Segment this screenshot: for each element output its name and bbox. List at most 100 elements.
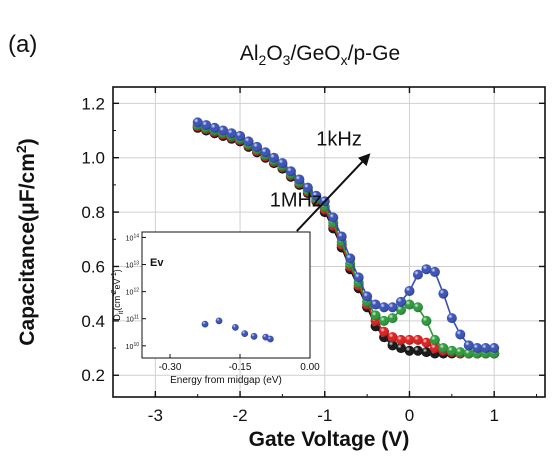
inset-x-tick-label: 0.00: [300, 362, 320, 373]
data-point-shine: [362, 291, 373, 302]
data-point-shine: [412, 302, 423, 313]
data-point-shine: [412, 334, 423, 345]
data-point-shine: [379, 326, 390, 337]
inset-x-tick-label: -0.15: [229, 362, 252, 373]
data-point-shine: [252, 141, 262, 152]
data-point-shine: [404, 285, 415, 296]
data-point-shine: [192, 117, 203, 128]
inset-background: [141, 231, 311, 359]
x-tick-label: 1: [489, 406, 498, 425]
data-point-shine: [412, 345, 423, 356]
data-point-shine: [421, 347, 432, 358]
data-point-shine: [268, 152, 279, 163]
data-point-shine: [438, 343, 449, 354]
data-point-shine: [336, 231, 347, 242]
data-point-shine: [353, 272, 364, 283]
data-point-shine: [345, 253, 356, 264]
data-point-shine: [235, 130, 246, 141]
data-point-shine: [472, 343, 483, 354]
data-point-shine: [446, 313, 457, 324]
x-tick-label: -3: [148, 406, 163, 425]
panel-label: (a): [8, 31, 37, 58]
data-point-shine: [463, 340, 474, 351]
y-tick-label: 0.4: [81, 312, 105, 331]
y-tick-label: 1.0: [81, 149, 105, 168]
data-point-shine: [421, 315, 432, 326]
data-point-shine: [302, 182, 313, 193]
data-point-shine: [429, 266, 440, 277]
data-point-shine: [370, 299, 381, 310]
series-group: [192, 117, 500, 359]
data-point-shine: [404, 334, 415, 345]
data-point-shine: [260, 147, 271, 158]
data-point-shine: [421, 337, 432, 348]
chart-title: Al2O3/GeOx/p-Ge: [240, 42, 400, 68]
inset-x-tick-label: -0.30: [159, 362, 182, 373]
data-point-shine: [218, 125, 229, 136]
data-point-shine: [226, 128, 237, 139]
data-point-shine: [379, 302, 390, 313]
data-point-shine: [421, 264, 432, 275]
y-tick-label: 1.2: [81, 94, 105, 113]
data-point-shine: [209, 122, 220, 133]
y-axis-label: Capacitance(μF/cm2): [13, 138, 39, 345]
inset-y-axis-label: Dit(cm-2eV-1): [111, 269, 125, 320]
data-point-shine: [396, 334, 406, 345]
data-point-shine: [387, 340, 398, 351]
inset-y-tick-label: 1010: [126, 342, 140, 351]
data-point-shine: [455, 347, 466, 358]
data-point-shine: [446, 345, 457, 356]
data-point-shine: [429, 334, 440, 345]
data-point-shine: [311, 190, 322, 201]
data-point-shine: [379, 315, 390, 326]
data-point-shine: [412, 269, 423, 280]
inset-y-tick-label: 1013: [126, 261, 140, 270]
data-point-shine: [489, 343, 500, 354]
data-point-shine: [294, 174, 305, 185]
x-tick-label: -2: [232, 406, 247, 425]
inset-points: [201, 317, 274, 343]
data-point-shine: [455, 329, 466, 340]
data-point-shine: [404, 299, 415, 310]
inset-data-point-shine: [201, 320, 209, 328]
data-point-shine: [370, 310, 381, 321]
inset-axis-ticks: -0.30 -0.15 0.00 1010 1011 1012 1013 1014: [126, 233, 321, 373]
y-tick-label: 0.2: [81, 366, 105, 385]
data-point-shine: [328, 212, 339, 223]
data-point-shine: [480, 343, 491, 354]
annotation-1khz: 1kHz: [316, 128, 362, 150]
plot-frame: [112, 86, 546, 398]
data-point-shine: [277, 158, 288, 169]
inset-data-point-shine: [231, 323, 239, 331]
inset-y-tick-label: 1014: [126, 233, 140, 242]
y-tick-label: 0.6: [81, 257, 105, 276]
x-axis-label: Gate Voltage (V): [249, 428, 410, 451]
data-point-shine: [396, 304, 406, 315]
inset-data-point-shine: [215, 317, 223, 325]
inset-label-ev: Ev: [150, 257, 164, 269]
data-point-shine: [285, 166, 296, 177]
data-point-shine: [396, 296, 406, 307]
y-tick-label: 0.8: [81, 203, 105, 222]
annotation-1mhz: 1MHz: [270, 190, 322, 212]
trend-arrow: [296, 153, 371, 232]
inset-x-axis-label: Energy from midgap (eV): [170, 375, 282, 386]
data-point-shine: [243, 136, 254, 147]
data-point-shine: [387, 332, 398, 343]
data-point-shine: [387, 302, 398, 313]
inset-data-point-shine: [250, 332, 258, 340]
data-point-shine: [404, 345, 415, 356]
data-point-shine: [387, 313, 398, 324]
inset-y-tick-label: 1012: [126, 288, 140, 297]
data-point-shine: [201, 120, 212, 131]
data-point-shine: [396, 343, 406, 354]
data-point-shine: [429, 343, 440, 354]
axis-ticks: -3 -2 -1 0 1 0.2 0.4 0.6 0.8 1.0 1.2: [81, 87, 545, 425]
inset-chart: -0.30 -0.15 0.00 1010 1011 1012 1013 1014 Ev En…: [111, 231, 321, 386]
inset-y-tick-label: 1011: [126, 315, 139, 324]
x-tick-label: 0: [405, 406, 414, 425]
inset-data-point-shine: [241, 330, 249, 338]
x-tick-label: -1: [317, 406, 332, 425]
data-point-shine: [438, 288, 449, 299]
